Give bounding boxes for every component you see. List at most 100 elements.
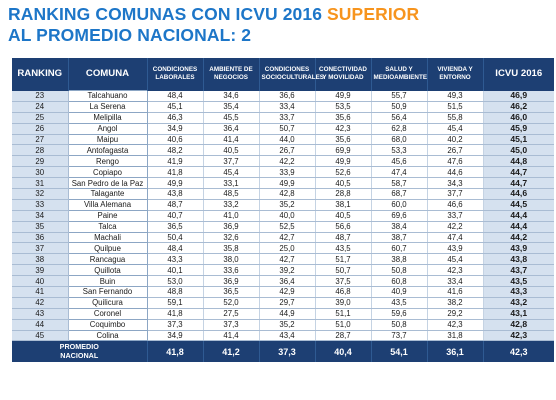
promedio-nacional-row: PROMEDIO NACIONAL 41,8 41,2 37,3 40,4 54,… xyxy=(12,340,554,363)
salud-medioambiente-cell: 73,7 xyxy=(371,330,428,342)
condiciones-socioculturales-cell: 36,4 xyxy=(259,275,316,288)
condiciones-socioculturales-cell: 42,9 xyxy=(259,286,316,298)
condiciones-socioculturales-cell: 39,2 xyxy=(259,264,316,277)
header-ambiente-negocios: AMBIENTE DE NEGOCIOS xyxy=(203,58,260,91)
table-row: 44 Coquimbo 37,3 37,3 35,2 51,0 50,8 42,3 42,8 xyxy=(12,318,554,331)
comuna-cell: Antofagasta xyxy=(67,144,148,157)
condiciones-laborales-cell: 59,1 xyxy=(147,297,204,309)
comuna-cell: Coquimbo xyxy=(67,318,148,331)
comuna-cell: Rengo xyxy=(67,155,148,168)
title-highlight: SUPERIOR xyxy=(327,4,420,24)
table-row: 26 Angol 34,9 36,4 50,7 42,3 62,8 45,4 45,9 xyxy=(12,122,554,135)
condiciones-laborales-cell: 49,9 xyxy=(147,177,204,190)
vivienda-entorno-cell: 55,8 xyxy=(427,112,484,124)
conectividad-movilidad-cell: 52,6 xyxy=(315,166,372,179)
table-header: RANKING COMUNA CONDICIONES LABORALES AMB… xyxy=(12,58,554,91)
ranking-cell: 44 xyxy=(12,319,69,331)
header-condiciones-laborales: CONDICIONES LABORALES xyxy=(147,58,204,91)
condiciones-laborales-cell: 34,9 xyxy=(147,330,204,342)
condiciones-laborales-cell: 45,1 xyxy=(147,101,204,113)
ranking-cell: 30 xyxy=(12,166,69,179)
ambiente-negocios-cell: 36,9 xyxy=(203,221,260,233)
conectividad-movilidad-cell: 35,6 xyxy=(315,134,372,146)
ambiente-negocios-cell: 35,4 xyxy=(203,101,260,113)
ambiente-negocios-cell: 45,4 xyxy=(203,166,260,179)
ranking-cell: 40 xyxy=(12,275,69,288)
comuna-cell: Rancagua xyxy=(67,253,148,266)
condiciones-laborales-cell: 48,8 xyxy=(147,286,204,298)
icvu-cell: 43,2 xyxy=(483,297,554,309)
ranking-cell: 42 xyxy=(12,297,69,309)
table-row: 23 Talcahuano 48,4 34,6 36,6 49,9 55,7 49,3 46,9 xyxy=(12,90,554,102)
vivienda-entorno-cell: 37,7 xyxy=(427,188,484,200)
header-vivienda-entorno: VIVIENDA Y ENTORNO xyxy=(427,58,484,91)
salud-medioambiente-cell: 53,3 xyxy=(371,144,428,157)
condiciones-socioculturales-cell: 44,0 xyxy=(259,134,316,146)
ambiente-negocios-cell: 37,7 xyxy=(203,155,260,168)
comuna-cell: Angol xyxy=(67,122,148,135)
ranking-cell: 37 xyxy=(12,242,69,255)
table-row: 41 San Fernando 48,8 36,5 42,9 46,8 40,9 41,6 43… xyxy=(12,286,554,298)
table-row: 36 Machali 50,4 32,6 42,7 48,7 38,7 47,4 44,2 xyxy=(12,231,554,244)
header-conectividad-movilidad: CONECTIVIDAD Y MOVILIDAD xyxy=(315,58,372,91)
ambiente-negocios-cell: 45,5 xyxy=(203,112,260,124)
footer-value: 36,1 xyxy=(427,340,484,363)
ambiente-negocios-cell: 36,4 xyxy=(203,123,260,135)
ambiente-negocios-cell: 33,1 xyxy=(203,177,260,190)
condiciones-socioculturales-cell: 33,4 xyxy=(259,101,316,113)
condiciones-laborales-cell: 48,4 xyxy=(147,242,204,255)
ambiente-negocios-cell: 37,3 xyxy=(203,319,260,331)
comuna-cell: Talagante xyxy=(67,188,148,200)
ambiente-negocios-cell: 38,0 xyxy=(203,253,260,266)
footer-label-line-2: NACIONAL xyxy=(60,350,99,360)
comuna-cell: Talcahuano xyxy=(67,90,148,102)
condiciones-laborales-cell: 48,4 xyxy=(147,90,204,102)
table-row: 24 La Serena 45,1 35,4 33,4 53,5 50,9 51,5 46,2 xyxy=(12,100,554,113)
condiciones-laborales-cell: 41,9 xyxy=(147,155,204,168)
salud-medioambiente-cell: 68,7 xyxy=(371,188,428,200)
icvu-cell: 44,4 xyxy=(483,210,554,222)
condiciones-socioculturales-cell: 42,7 xyxy=(259,253,316,266)
vivienda-entorno-cell: 47,6 xyxy=(427,155,484,168)
vivienda-entorno-cell: 45,4 xyxy=(427,123,484,135)
condiciones-laborales-cell: 43,8 xyxy=(147,188,204,200)
header-ranking: RANKING xyxy=(12,58,69,91)
title-line-2: AL PROMEDIO NACIONAL: 2 xyxy=(8,25,252,45)
comuna-cell: Quillota xyxy=(67,264,148,277)
table-row: 37 Quilpue 48,4 35,8 25,0 43,5 60,7 43,9 43,9 xyxy=(12,242,554,255)
comuna-cell: Quilicura xyxy=(67,296,148,309)
vivienda-entorno-cell: 45,4 xyxy=(427,253,484,266)
ambiente-negocios-cell: 33,6 xyxy=(203,264,260,277)
header-icvu-2016: ICVU 2016 xyxy=(483,58,554,91)
vivienda-entorno-cell: 46,6 xyxy=(427,199,484,211)
conectividad-movilidad-cell: 46,8 xyxy=(315,286,372,298)
ranking-cell: 45 xyxy=(12,330,69,342)
icvu-cell: 44,4 xyxy=(483,221,554,233)
condiciones-socioculturales-cell: 52,5 xyxy=(259,221,316,233)
footer-value: 54,1 xyxy=(371,340,428,363)
vivienda-entorno-cell: 31,8 xyxy=(427,330,484,342)
salud-medioambiente-cell: 60,0 xyxy=(371,199,428,211)
footer-value: 41,8 xyxy=(147,340,204,363)
conectividad-movilidad-cell: 50,7 xyxy=(315,264,372,277)
icvu-cell: 46,2 xyxy=(483,101,554,113)
table-row: 38 Rancagua 43,3 38,0 42,7 51,7 38,8 45,4 43,8 xyxy=(12,253,554,266)
comuna-cell: Maipu xyxy=(67,133,148,146)
ranking-cell: 25 xyxy=(12,112,69,124)
icvu-cell: 44,6 xyxy=(483,188,554,200)
comuna-cell: Talca xyxy=(67,220,148,233)
ranking-cell: 26 xyxy=(12,123,69,135)
condiciones-socioculturales-cell: 36,6 xyxy=(259,90,316,102)
conectividad-movilidad-cell: 43,5 xyxy=(315,242,372,255)
icvu-cell: 45,1 xyxy=(483,134,554,146)
condiciones-laborales-cell: 53,0 xyxy=(147,275,204,288)
condiciones-socioculturales-cell: 49,9 xyxy=(259,177,316,190)
vivienda-entorno-cell: 41,6 xyxy=(427,286,484,298)
condiciones-socioculturales-cell: 33,9 xyxy=(259,166,316,179)
ranking-cell: 27 xyxy=(12,134,69,146)
vivienda-entorno-cell: 26,7 xyxy=(427,144,484,157)
conectividad-movilidad-cell: 42,3 xyxy=(315,123,372,135)
condiciones-socioculturales-cell: 42,8 xyxy=(259,188,316,200)
table-row: 33 Villa Alemana 48,7 33,2 35,2 38,1 60,0 46,6 4… xyxy=(12,198,554,211)
